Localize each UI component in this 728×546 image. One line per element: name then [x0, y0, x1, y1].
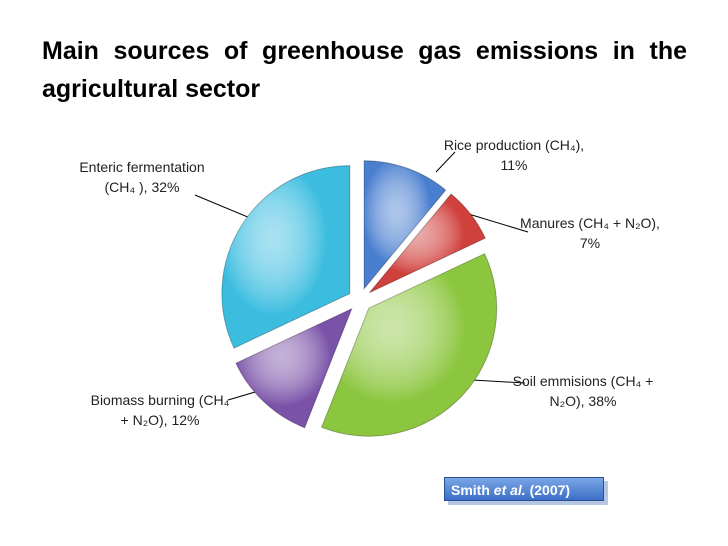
- leader-line: [435, 151, 456, 173]
- source-year: (2007): [529, 482, 571, 498]
- data-label: Biomass burning (CH₄ + N₂O), 12%: [90, 392, 230, 428]
- data-label: Soil emmisions (CH₄ + N₂O), 38%: [512, 373, 654, 409]
- source-etal: et al.: [493, 482, 526, 498]
- pie-slice: [320, 253, 498, 437]
- leader-line: [194, 194, 256, 221]
- title: Main sources of greenhouse gas emissions…: [42, 37, 687, 103]
- data-label: Rice production (CH₄), 11%: [443, 137, 585, 173]
- leader-line: [471, 379, 526, 384]
- pie-slice: [363, 160, 447, 291]
- data-label: Manures (CH₄ + N₂O), 7%: [520, 215, 660, 251]
- source-box: Smith et al. (2007): [444, 477, 604, 501]
- pie-slice: [235, 307, 353, 429]
- source-author: Smith: [451, 482, 490, 498]
- pie-slice: [221, 165, 351, 349]
- data-label: Enteric fermentation (CH₄ ), 32%: [79, 159, 205, 195]
- leader-line: [461, 211, 529, 233]
- pie-slice: [369, 193, 486, 294]
